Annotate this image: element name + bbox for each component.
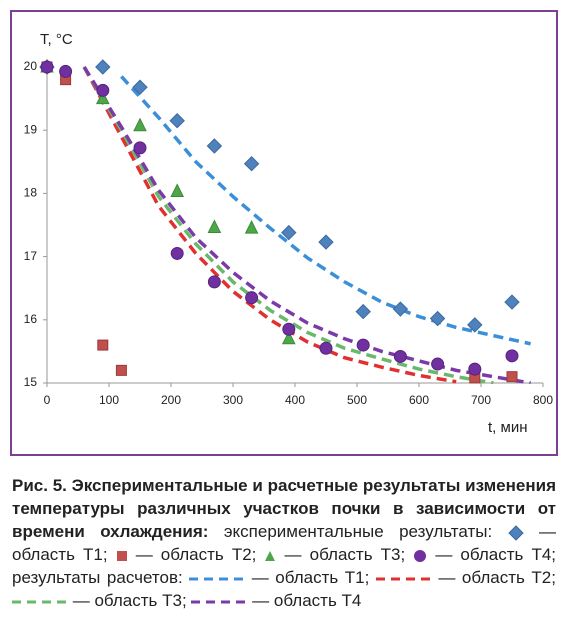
point bbox=[59, 64, 73, 78]
y-axis-title: T, °C bbox=[40, 31, 73, 48]
legend-icon bbox=[116, 550, 127, 561]
caption-text: — область Т2; bbox=[135, 545, 257, 564]
point bbox=[506, 371, 518, 383]
caption-text: экспериментальные результаты: bbox=[223, 522, 493, 541]
x-tick-label: 200 bbox=[161, 393, 181, 407]
point bbox=[319, 341, 333, 355]
point bbox=[206, 138, 223, 154]
legend-icon bbox=[507, 524, 524, 541]
point bbox=[245, 291, 259, 305]
caption-title: Рис. 5. Экспериментальные и расчетные ре… bbox=[12, 476, 556, 541]
y-tick-label: 17 bbox=[24, 249, 38, 263]
legend-icon bbox=[375, 577, 432, 581]
y-tick-label: 20 bbox=[24, 59, 38, 73]
calc-line bbox=[82, 66, 494, 384]
point bbox=[356, 338, 370, 352]
x-tick-label: 400 bbox=[285, 393, 305, 407]
point bbox=[431, 357, 445, 371]
point bbox=[505, 349, 519, 363]
x-tick-label: 0 bbox=[44, 393, 51, 407]
point bbox=[115, 364, 127, 376]
y-tick-label: 18 bbox=[24, 186, 38, 200]
caption-text: — область Т4 bbox=[252, 591, 362, 610]
point bbox=[96, 83, 110, 97]
x-tick-label: 600 bbox=[409, 393, 429, 407]
caption-text: — область Т2; bbox=[438, 568, 556, 587]
point bbox=[393, 349, 407, 363]
point bbox=[95, 59, 111, 75]
legend-icon bbox=[189, 577, 246, 581]
calc-line bbox=[120, 75, 531, 346]
point bbox=[170, 246, 184, 260]
point bbox=[40, 60, 54, 74]
legend-icon bbox=[12, 600, 68, 604]
legend-icon bbox=[414, 549, 427, 562]
y-tick-label: 16 bbox=[24, 312, 38, 326]
x-tick-label: 500 bbox=[347, 393, 367, 407]
calc-line bbox=[82, 66, 457, 384]
point bbox=[281, 224, 297, 241]
point bbox=[170, 183, 185, 198]
point bbox=[468, 362, 482, 376]
point bbox=[244, 220, 259, 234]
point bbox=[282, 322, 296, 336]
point bbox=[132, 79, 148, 95]
caption-text: — область Т4; bbox=[435, 545, 557, 564]
point bbox=[133, 141, 147, 155]
legend-icon bbox=[191, 600, 248, 604]
legend-icon bbox=[265, 550, 276, 561]
point bbox=[95, 90, 110, 105]
caption-text: — область Т3; bbox=[72, 591, 187, 610]
point bbox=[281, 330, 296, 345]
point bbox=[207, 219, 222, 234]
caption: Рис. 5. Экспериментальные и расчетные ре… bbox=[12, 474, 556, 612]
calc-line bbox=[82, 66, 531, 384]
caption-text: — область Т1; bbox=[12, 522, 556, 564]
point bbox=[429, 310, 446, 327]
caption-text: результаты расчетов: bbox=[12, 568, 183, 587]
caption-text: — область Т3; bbox=[284, 545, 406, 564]
point bbox=[504, 294, 520, 310]
y-tick-label: 15 bbox=[24, 375, 38, 389]
point bbox=[207, 275, 221, 289]
y-tick-label: 19 bbox=[24, 122, 38, 136]
x-axis-title: t, мин bbox=[488, 419, 527, 436]
caption-text: — область Т1; bbox=[251, 568, 370, 587]
point bbox=[355, 303, 371, 320]
point bbox=[243, 155, 260, 172]
point bbox=[169, 113, 185, 129]
point bbox=[467, 317, 483, 333]
point bbox=[392, 301, 409, 317]
point bbox=[133, 117, 147, 132]
x-tick-label: 100 bbox=[99, 393, 119, 407]
x-tick-label: 300 bbox=[223, 393, 243, 407]
chart-frame bbox=[10, 10, 558, 456]
x-tick-label: 700 bbox=[471, 393, 491, 407]
x-tick-label: 800 bbox=[533, 393, 553, 407]
point bbox=[318, 234, 334, 250]
point bbox=[97, 339, 109, 351]
